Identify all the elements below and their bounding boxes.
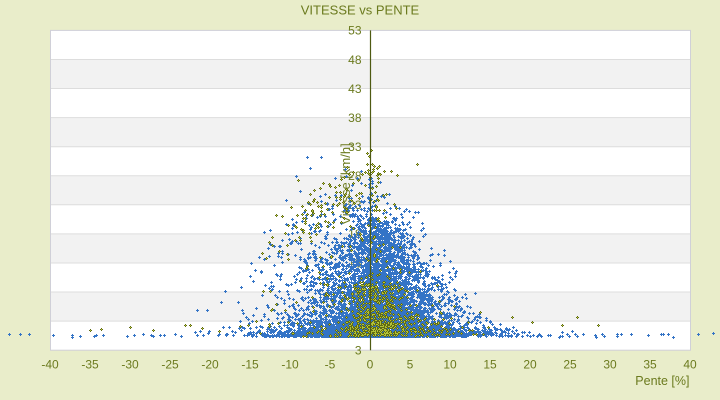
svg-text:-20: -20 [201, 358, 219, 372]
svg-text:-5: -5 [325, 358, 336, 372]
svg-text:3: 3 [355, 344, 362, 358]
svg-text:5: 5 [407, 358, 414, 372]
svg-text:-10: -10 [281, 358, 299, 372]
svg-text:20: 20 [523, 358, 537, 372]
svg-text:40: 40 [683, 358, 697, 372]
svg-text:-40: -40 [41, 358, 59, 372]
svg-text:33: 33 [348, 140, 362, 154]
svg-text:10: 10 [443, 358, 457, 372]
svg-text:VITESSE vs PENTE: VITESSE vs PENTE [301, 2, 420, 17]
svg-text:-25: -25 [161, 358, 179, 372]
svg-text:30: 30 [603, 358, 617, 372]
svg-text:48: 48 [348, 53, 362, 67]
svg-text:38: 38 [348, 111, 362, 125]
svg-text:Pente [%]: Pente [%] [635, 374, 689, 388]
svg-text:53: 53 [348, 24, 362, 38]
svg-text:-30: -30 [121, 358, 139, 372]
svg-text:-35: -35 [81, 358, 99, 372]
svg-text:15: 15 [483, 358, 497, 372]
svg-text:0: 0 [367, 358, 374, 372]
svg-text:35: 35 [643, 358, 657, 372]
svg-text:-15: -15 [241, 358, 259, 372]
svg-text:Vitesse [km/h]: Vitesse [km/h] [338, 143, 353, 224]
svg-text:43: 43 [348, 82, 362, 96]
svg-text:25: 25 [563, 358, 577, 372]
